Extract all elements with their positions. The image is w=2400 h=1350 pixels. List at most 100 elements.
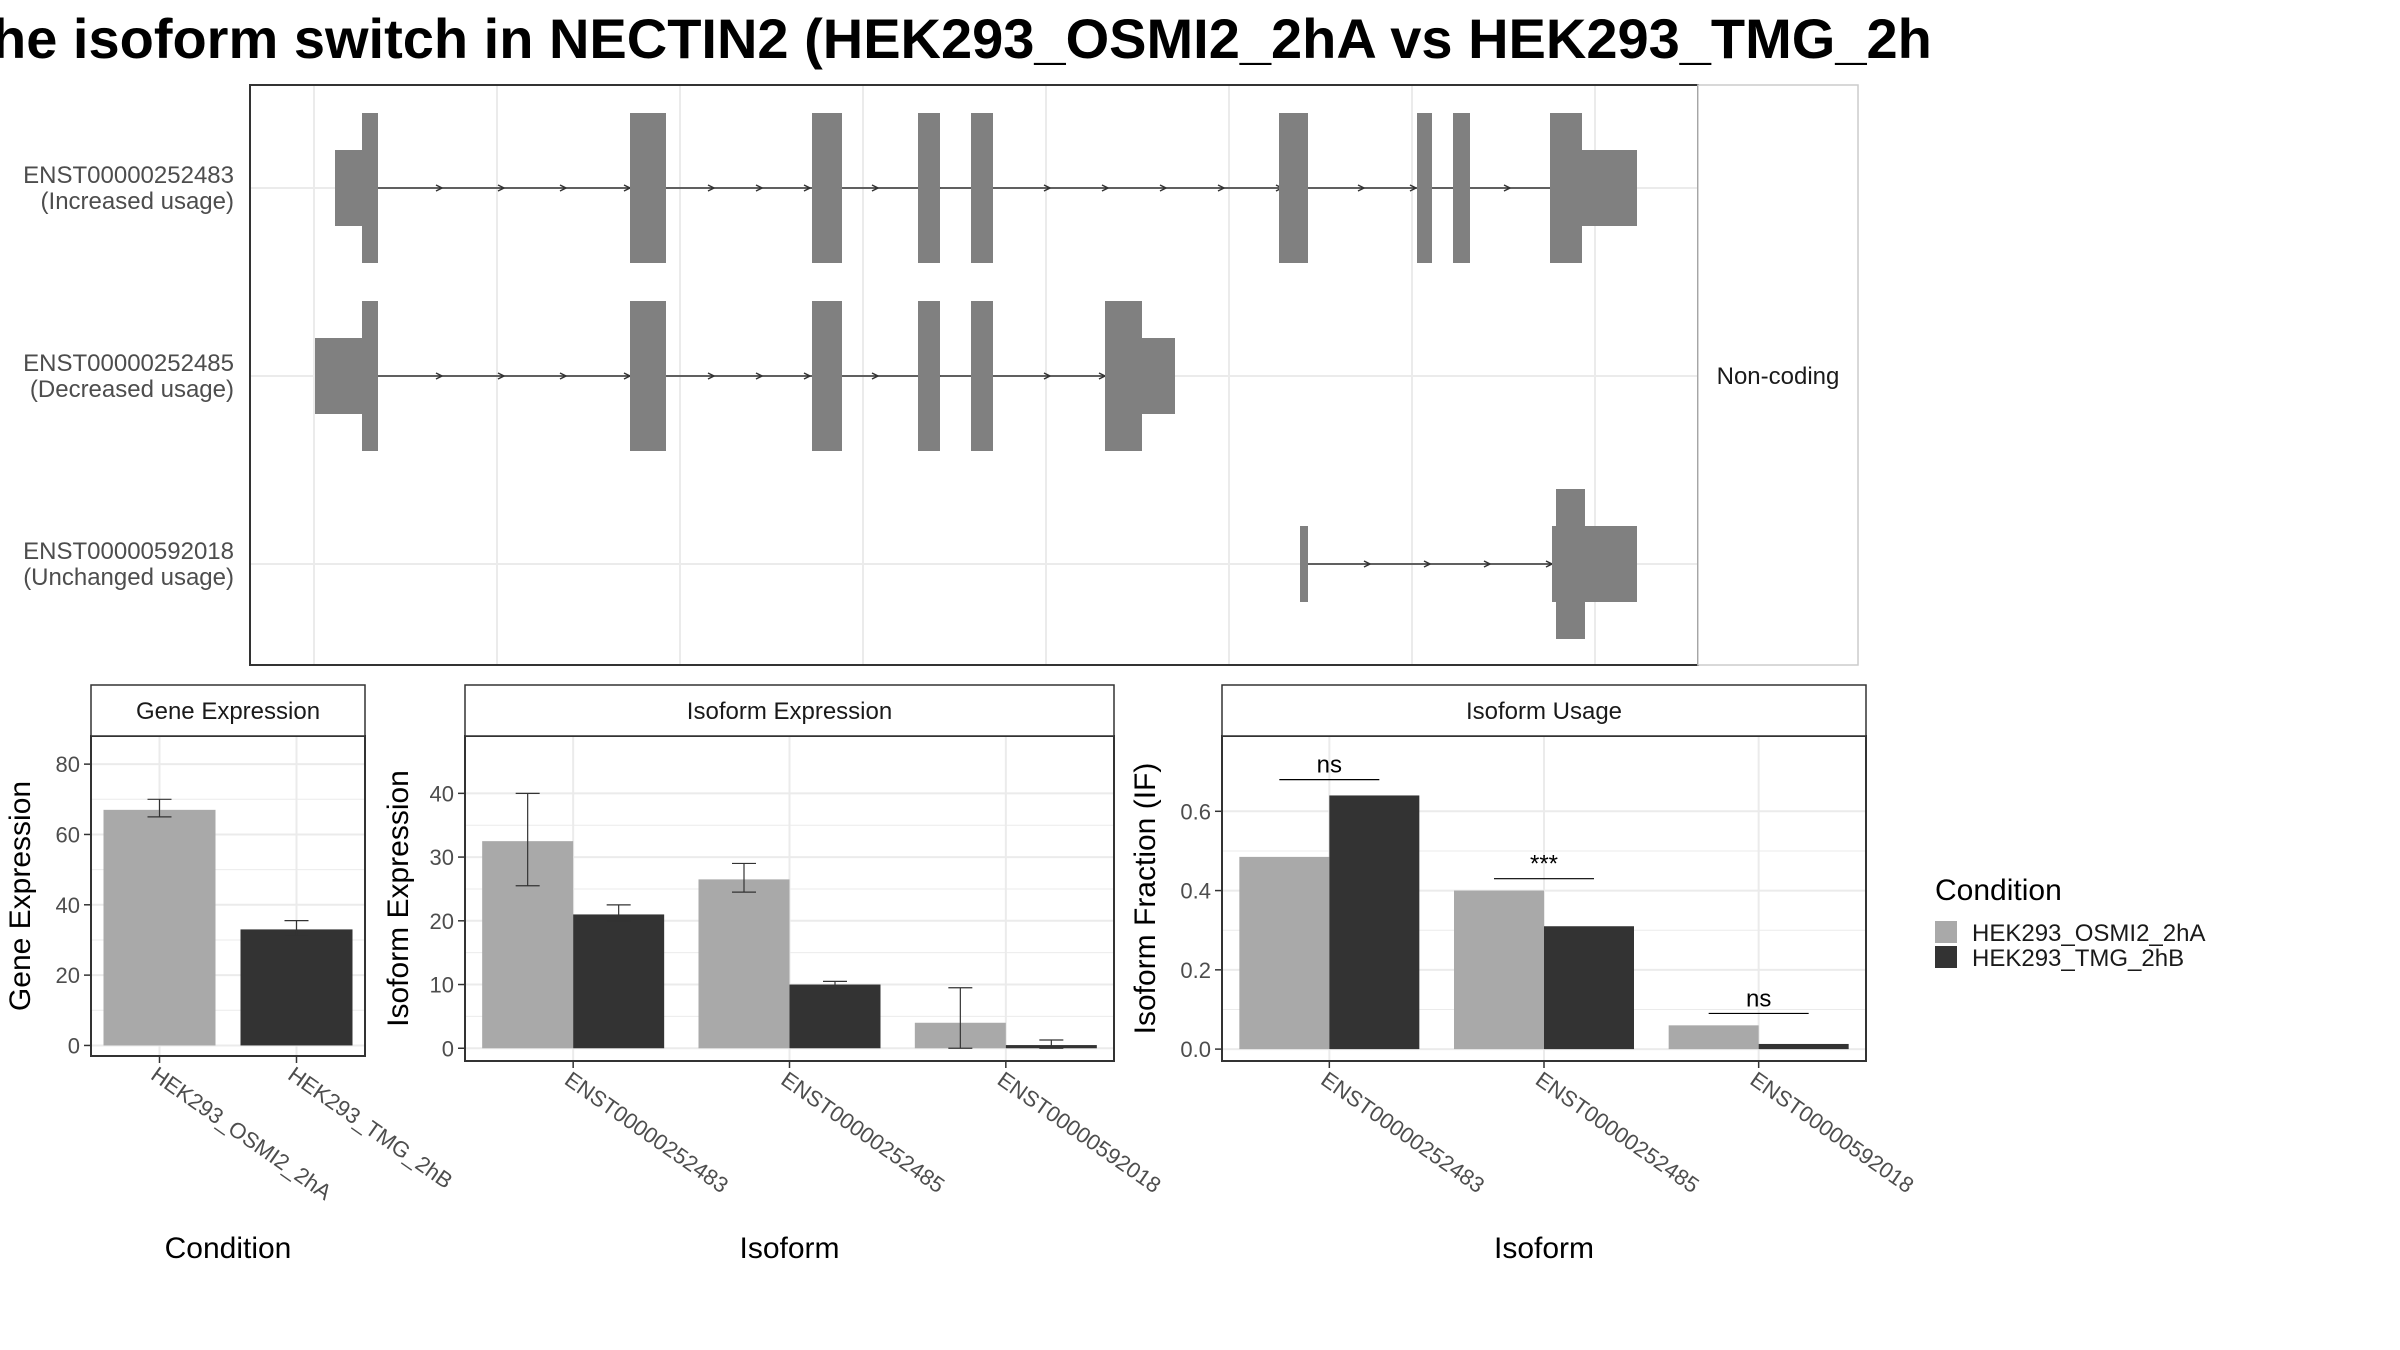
transcript-models: [315, 113, 1637, 639]
exon: [1105, 301, 1142, 451]
isoform-usage-3: (Unchanged usage): [23, 564, 234, 591]
facet-strip-label: Gene Expression: [136, 698, 320, 725]
intron-arrow: [1363, 560, 1372, 568]
facet-strip: [1221, 684, 1867, 737]
intron-arrow: [871, 372, 880, 380]
bar: [240, 929, 353, 1046]
bar: [1239, 856, 1330, 1050]
legend: Condition HEK293_OSMI2_2hA HEK293_TMG_2h…: [1935, 874, 2205, 972]
intron-arrow: [1043, 372, 1052, 380]
x-tick-label: ENST00000252483: [560, 1067, 733, 1198]
exon: [971, 301, 993, 451]
exon: [918, 113, 940, 263]
intron-arrow: [803, 372, 812, 380]
facet-strip-label: Isoform Expression: [687, 698, 892, 725]
bar: [1758, 1043, 1849, 1050]
intron-arrow: [1357, 184, 1366, 192]
x-tick-label: ENST00000592018: [993, 1067, 1166, 1198]
isoform-usage-2: (Decreased usage): [30, 376, 234, 403]
exon: [335, 150, 362, 226]
y-axis-title: Isoform Expression: [382, 770, 415, 1027]
bar: [698, 879, 790, 1049]
legend-title: Condition: [1935, 874, 2062, 907]
bar: [1668, 1025, 1759, 1050]
isoform-id-2: ENST00000252485: [23, 350, 234, 377]
exon: [630, 301, 666, 451]
exon: [1142, 338, 1175, 414]
intron-arrow: [559, 372, 568, 380]
exon: [1582, 150, 1637, 226]
bar: [1544, 926, 1634, 1050]
facet-strip: [464, 684, 1115, 737]
transcript-structure-panel: Non-coding ENST00000252483 (Increased us…: [23, 84, 1859, 666]
exon: [1300, 526, 1308, 602]
exon: [1279, 113, 1308, 263]
y-tick-label: 30: [430, 845, 454, 870]
intron-arrow: [1503, 184, 1512, 192]
intron-arrow: [755, 184, 764, 192]
plot-title: he isoform switch in NECTIN2 (HEK293_OSM…: [0, 7, 1932, 70]
isoform-usage-panel: 0.0 0.2 0.4 0.6 ns *** ns Isoform Usage ENST0000…: [1129, 684, 1918, 1265]
exon: [971, 113, 993, 263]
y-tick-label: 60: [56, 822, 80, 847]
exon: [1585, 526, 1637, 602]
y-axis-title: Gene Expression: [4, 781, 37, 1011]
legend-label-a: HEK293_OSMI2_2hA: [1972, 920, 2205, 947]
transcript-2: [315, 301, 1175, 451]
y-tick-label: 40: [56, 893, 80, 918]
y-axis-title: Isoform Fraction (IF): [1129, 763, 1162, 1035]
isoform-expression-panel: 0 10 20 30 40 Isoform Expression ENST000002524…: [382, 684, 1166, 1265]
isoform-id-1: ENST00000252483: [23, 162, 234, 189]
bar: [789, 984, 881, 1049]
y-tick-label: 0.2: [1180, 958, 1211, 983]
exon: [1556, 489, 1585, 639]
x-tick-label: ENST00000252485: [777, 1067, 950, 1198]
significance-label: ns: [1317, 752, 1342, 779]
exon: [812, 301, 842, 451]
y-tick-label: 40: [430, 781, 454, 806]
bar: [573, 914, 665, 1049]
structure-facet-strip: [1697, 84, 1859, 666]
x-tick-label: ENST00000252483: [1316, 1067, 1489, 1198]
exon: [918, 301, 940, 451]
legend-swatch-b: [1935, 946, 1957, 968]
isoform-label-2: ENST00000252485 (Decreased usage): [23, 350, 234, 403]
intron-arrow: [1043, 184, 1052, 192]
intron-arrow: [1409, 184, 1418, 192]
intron-arrow: [559, 184, 568, 192]
x-axis-title: Isoform: [1494, 1232, 1594, 1265]
y-tick-label: 0.6: [1180, 799, 1211, 824]
y-tick-label: 0: [442, 1036, 454, 1061]
intron-arrow: [1101, 184, 1110, 192]
facet-strip: [90, 684, 366, 737]
x-axis-title: Isoform: [739, 1232, 839, 1265]
intron-arrow: [871, 184, 880, 192]
exon: [1417, 113, 1432, 263]
isoform-usage-1: (Increased usage): [41, 188, 234, 215]
exon: [362, 113, 378, 263]
intron-arrow: [497, 184, 506, 192]
significance-label: ns: [1746, 985, 1771, 1012]
exon: [362, 301, 378, 451]
legend-label-b: HEK293_TMG_2hB: [1972, 945, 2184, 972]
intron-arrow: [1217, 184, 1226, 192]
facet-strip-label: Isoform Usage: [1466, 698, 1622, 725]
bar: [1454, 890, 1544, 1050]
intron-arrow: [435, 372, 444, 380]
intron-arrow: [755, 372, 764, 380]
bar: [103, 809, 216, 1046]
intron-arrow: [435, 184, 444, 192]
intron-arrow: [497, 372, 506, 380]
bar: [1329, 795, 1420, 1050]
transcript-3: [1300, 489, 1637, 639]
x-tick-label: ENST00000252485: [1531, 1067, 1704, 1198]
intron-arrow: [1159, 184, 1168, 192]
intron-arrow: [707, 184, 716, 192]
x-axis-title: Condition: [165, 1232, 292, 1265]
significance-label: ***: [1530, 851, 1558, 878]
isoform-id-3: ENST00000592018: [23, 538, 234, 565]
legend-swatch-a: [1935, 921, 1957, 943]
intron-arrow: [803, 184, 812, 192]
y-tick-label: 20: [56, 963, 80, 988]
isoform-label-3: ENST00000592018 (Unchanged usage): [23, 538, 234, 591]
